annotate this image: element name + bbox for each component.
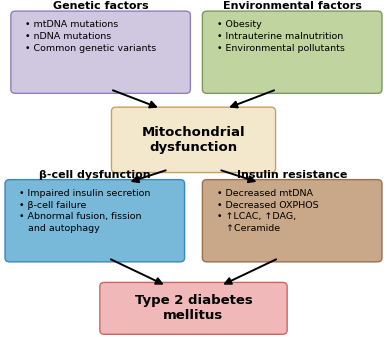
Text: Type 2 diabetes
mellitus: Type 2 diabetes mellitus (135, 294, 252, 323)
Text: • mtDNA mutations
• nDNA mutations
• Common genetic variants: • mtDNA mutations • nDNA mutations • Com… (25, 20, 156, 53)
Text: • Impaired insulin secretion
• β-cell failure
• Abnormal fusion, fission
   and : • Impaired insulin secretion • β-cell fa… (19, 189, 151, 233)
FancyBboxPatch shape (202, 11, 382, 93)
FancyBboxPatch shape (202, 180, 382, 262)
FancyBboxPatch shape (11, 11, 190, 93)
Text: • Obesity
• Intrauterine malnutrition
• Environmental pollutants: • Obesity • Intrauterine malnutrition • … (217, 20, 344, 53)
Text: β-cell dysfunction: β-cell dysfunction (39, 170, 151, 180)
FancyBboxPatch shape (111, 107, 276, 173)
Text: Mitochondrial
dysfunction: Mitochondrial dysfunction (142, 126, 245, 154)
Text: Environmental factors: Environmental factors (223, 1, 361, 11)
Text: • Decreased mtDNA
• Decreased OXPHOS
• ↑LCAC, ↑DAG,
   ↑Ceramide: • Decreased mtDNA • Decreased OXPHOS • ↑… (217, 189, 319, 233)
Text: Insulin resistance: Insulin resistance (237, 170, 348, 180)
FancyBboxPatch shape (100, 282, 287, 334)
Text: Genetic factors: Genetic factors (53, 1, 149, 11)
FancyBboxPatch shape (5, 180, 185, 262)
